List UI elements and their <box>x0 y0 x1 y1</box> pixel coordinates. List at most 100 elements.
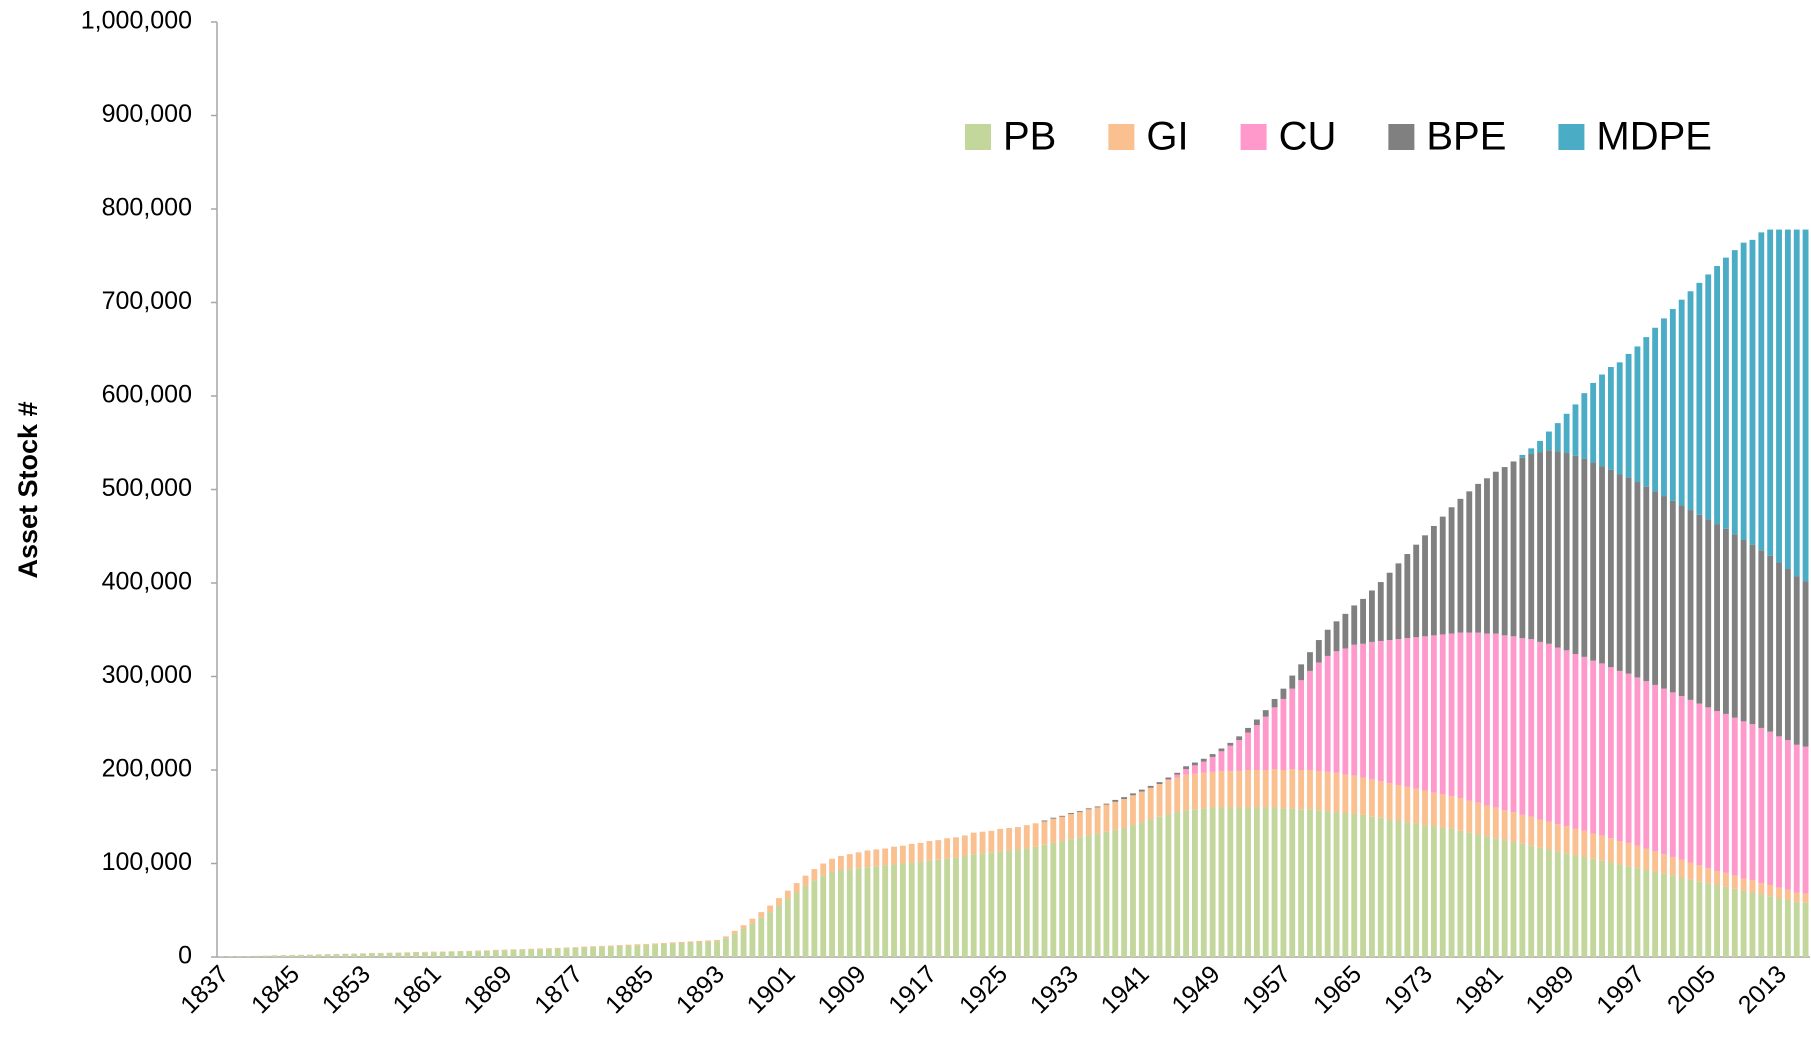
bar-segment <box>1643 337 1649 487</box>
bar-segment <box>555 949 561 957</box>
bar-segment <box>1307 770 1313 809</box>
bar-segment <box>325 954 331 957</box>
bar-segment <box>1192 765 1198 773</box>
bar-segment <box>1626 477 1632 673</box>
bar-segment <box>599 946 605 947</box>
bar-segment <box>1679 696 1685 860</box>
bar-segment <box>484 951 490 957</box>
bar-segment <box>882 849 888 866</box>
bar-segment <box>1334 773 1340 812</box>
bar-segment <box>316 955 322 957</box>
bar-segment <box>935 840 941 860</box>
bar-segment <box>1581 459 1587 657</box>
bar-segment <box>298 955 304 957</box>
bar-segment <box>1493 807 1499 838</box>
bar-segment <box>741 929 747 957</box>
bar-segment <box>307 955 313 957</box>
bar-segment <box>1502 635 1508 810</box>
bar-segment <box>1475 835 1481 957</box>
bar-segment <box>1475 803 1481 835</box>
bar-segment <box>590 947 596 957</box>
bar-segment <box>1360 777 1366 814</box>
bar-segment <box>1758 894 1764 957</box>
bar-segment <box>1059 816 1065 817</box>
bar-segment <box>608 945 614 946</box>
bar-segment <box>1325 811 1331 957</box>
bar-segment <box>900 864 906 958</box>
bar-segment <box>1776 736 1782 887</box>
bar-segment <box>918 862 924 957</box>
bar-segment <box>1528 817 1534 846</box>
bar-segment <box>634 945 640 957</box>
bar-segment <box>502 950 508 951</box>
bar-segment <box>1077 811 1083 812</box>
bar-segment <box>1148 820 1154 957</box>
bar-segment <box>1042 845 1048 957</box>
bar-segment <box>1104 804 1110 805</box>
bar-segment <box>1068 814 1074 839</box>
bar-segment <box>1803 893 1809 902</box>
bar-segment <box>475 951 481 957</box>
legend-label: BPE <box>1426 115 1506 159</box>
bar-segment <box>1723 529 1729 714</box>
bar-segment <box>1139 792 1145 823</box>
bar-segment <box>537 949 543 957</box>
bar-segment <box>1564 853 1570 957</box>
bar-segment <box>1298 809 1304 957</box>
bar-segment <box>1617 864 1623 957</box>
bar-segment <box>1732 889 1738 957</box>
bar-segment <box>1484 806 1490 837</box>
bar-segment <box>1661 854 1667 874</box>
bar-segment <box>1148 786 1154 788</box>
bar-segment <box>227 956 233 957</box>
bar-segment <box>1573 855 1579 957</box>
bar-segment <box>1803 903 1809 957</box>
bar-segment <box>1449 633 1455 796</box>
bar-segment <box>1475 484 1481 633</box>
bar-segment <box>1785 900 1791 957</box>
bar-segment <box>1599 835 1605 860</box>
bar-segment <box>1652 328 1658 492</box>
bar-segment <box>1387 573 1393 640</box>
bar-segment <box>1484 633 1490 805</box>
bar-segment <box>1626 354 1632 477</box>
bar-segment <box>750 919 756 924</box>
bar-segment <box>1723 887 1729 957</box>
bar-segment <box>1404 822 1410 957</box>
bar-segment <box>1573 404 1579 455</box>
x-tick-label: 2013 <box>1733 960 1792 1019</box>
bar-segment <box>1643 681 1649 848</box>
x-tick-label: 1885 <box>600 960 659 1019</box>
bar-segment <box>723 936 729 938</box>
bar-segment <box>1219 751 1225 771</box>
bar-segment <box>1174 773 1180 775</box>
bar-segment <box>1564 826 1570 853</box>
bar-segment <box>1643 487 1649 681</box>
bar-segment <box>404 953 410 957</box>
bar-segment <box>643 944 649 945</box>
bar-segment <box>1227 746 1233 771</box>
bar-segment <box>1068 839 1074 957</box>
bar-segment <box>1732 250 1738 534</box>
bar-segment <box>1112 830 1118 957</box>
bar-segment <box>1466 801 1472 833</box>
bar-segment <box>1236 736 1242 740</box>
bar-segment <box>1042 821 1048 844</box>
bar-segment <box>1281 689 1287 699</box>
bar-segment <box>1537 848 1543 957</box>
bar-segment <box>502 950 508 957</box>
bar-segment <box>1033 847 1039 957</box>
bar-segment <box>1387 783 1393 819</box>
bar-segment <box>758 918 764 957</box>
bar-segment <box>1581 857 1587 957</box>
bar-segment <box>643 945 649 957</box>
bar-segment <box>1696 865 1702 881</box>
bar-segment <box>1732 534 1738 717</box>
y-tick-label: 400,000 <box>102 568 192 596</box>
bar-segment <box>1732 718 1738 876</box>
bar-segment <box>829 872 835 957</box>
bar-segment <box>1590 834 1596 859</box>
legend-label: CU <box>1279 115 1337 159</box>
bar-segment <box>1413 637 1419 788</box>
bar-segment <box>608 946 614 957</box>
